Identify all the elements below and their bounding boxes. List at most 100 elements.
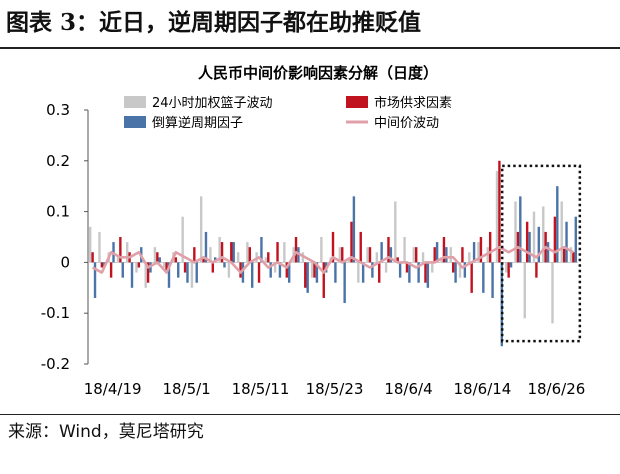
bar-countercyclical: [250, 262, 254, 288]
bar-market: [479, 237, 483, 263]
bar-countercyclical: [195, 262, 198, 283]
bar-basket: [125, 242, 129, 263]
bar-countercyclical: [463, 262, 467, 278]
bar-countercyclical: [491, 262, 494, 298]
bar-market: [415, 247, 418, 263]
bar-countercyclical: [287, 262, 291, 283]
bar-market: [183, 262, 187, 273]
bar-countercyclical: [371, 262, 374, 278]
chart-title: 人民币中间价影响因素分解（日度）: [198, 64, 438, 82]
bar-basket: [199, 196, 203, 263]
bar-basket: [116, 257, 120, 263]
bar-basket: [412, 247, 416, 263]
y-tick-label: -0.1: [41, 304, 70, 322]
figure-heading: 图表 3：近日，逆周期因子都在助推贬值: [6, 9, 422, 36]
bar-market: [470, 262, 473, 293]
bar-countercyclical: [509, 262, 513, 268]
bar-market: [424, 262, 427, 283]
y-tick-label: 0.3: [46, 101, 70, 119]
bar-countercyclical: [565, 221, 568, 263]
bar-countercyclical: [232, 242, 235, 263]
bar-market: [331, 231, 335, 263]
bar-basket: [458, 262, 462, 278]
bar-basket: [264, 257, 268, 263]
bar-basket: [236, 252, 240, 263]
bar-market: [239, 262, 242, 278]
bar-market: [322, 262, 325, 298]
bar-countercyclical: [315, 262, 319, 283]
bar-market: [257, 262, 261, 283]
bar-basket: [542, 206, 545, 263]
bar-countercyclical: [398, 262, 402, 278]
bar-market: [535, 262, 538, 278]
bar-countercyclical: [528, 231, 531, 263]
bar-market: [91, 252, 94, 263]
bar-market: [525, 221, 529, 263]
bar-market: [572, 252, 575, 263]
bar-countercyclical: [556, 186, 559, 263]
bar-basket: [283, 242, 286, 263]
bar-market: [276, 242, 279, 263]
bar-market: [109, 262, 113, 278]
y-tick-label: 0.1: [46, 203, 70, 221]
bar-basket: [394, 201, 397, 263]
bar-market: [562, 247, 566, 263]
bar-countercyclical: [269, 262, 272, 278]
bar-countercyclical: [260, 237, 263, 263]
bar-basket: [320, 237, 323, 263]
bar-market: [378, 262, 381, 283]
bar-basket: [218, 237, 221, 263]
bar-countercyclical: [435, 242, 439, 263]
bar-basket: [449, 247, 452, 263]
bar-basket: [477, 242, 480, 263]
legend-label: 24小时加权篮子波动: [152, 95, 273, 111]
bar-countercyclical: [204, 231, 208, 263]
bar-countercyclical: [121, 262, 124, 278]
bar-countercyclical: [361, 262, 365, 283]
bar-countercyclical: [482, 262, 485, 293]
bar-countercyclical: [241, 262, 245, 283]
x-tick-label: 18/5/23: [306, 380, 364, 398]
legend-swatch: [346, 96, 368, 108]
bar-market: [433, 247, 436, 263]
bar-basket: [153, 247, 157, 263]
bar-basket: [89, 226, 92, 263]
bar-countercyclical: [546, 242, 550, 263]
bar-market: [193, 247, 196, 263]
bar-basket: [135, 262, 138, 273]
bar-basket: [338, 247, 342, 263]
bar-market: [488, 231, 492, 263]
chart: 人民币中间价影响因素分解（日度） 0.3 0.2 0.1 0 -0.1 -0.2 18/4/…: [41, 64, 586, 398]
bar-countercyclical: [537, 226, 541, 263]
legend-swatch: [124, 96, 146, 108]
legend-label: 市场供求因素: [374, 95, 452, 111]
bar-countercyclical: [130, 262, 134, 288]
bar-basket: [495, 170, 499, 263]
bar-market: [211, 262, 215, 273]
bar-countercyclical: [454, 262, 457, 283]
bar-basket: [190, 262, 194, 288]
bar-market: [137, 262, 141, 268]
plot-area: 0.3 0.2 0.1 0 -0.1 -0.2 18/4/19 18/5/1 18/5/11 18…: [41, 101, 586, 398]
bar-basket: [403, 237, 406, 263]
bar-market: [285, 262, 288, 278]
bar-countercyclical: [519, 196, 522, 263]
bar-market: [202, 257, 205, 263]
bar-countercyclical: [93, 262, 97, 298]
bar-market: [248, 247, 251, 263]
x-tick-label: 18/6/4: [384, 380, 432, 398]
bar-countercyclical: [472, 242, 476, 263]
bar-countercyclical: [426, 262, 430, 288]
bar-basket: [384, 262, 388, 273]
bar-market: [553, 216, 557, 263]
bar-countercyclical: [167, 262, 171, 288]
bar-basket: [181, 216, 184, 263]
x-tick-label: 18/6/26: [527, 380, 585, 398]
y-tick-label: 0.2: [46, 152, 70, 170]
x-tick-label: 18/5/11: [232, 380, 290, 398]
bar-basket: [532, 211, 536, 263]
bar-market: [230, 242, 233, 263]
bar-basket: [551, 262, 554, 324]
x-tick-label: 18/6/14: [454, 380, 512, 398]
